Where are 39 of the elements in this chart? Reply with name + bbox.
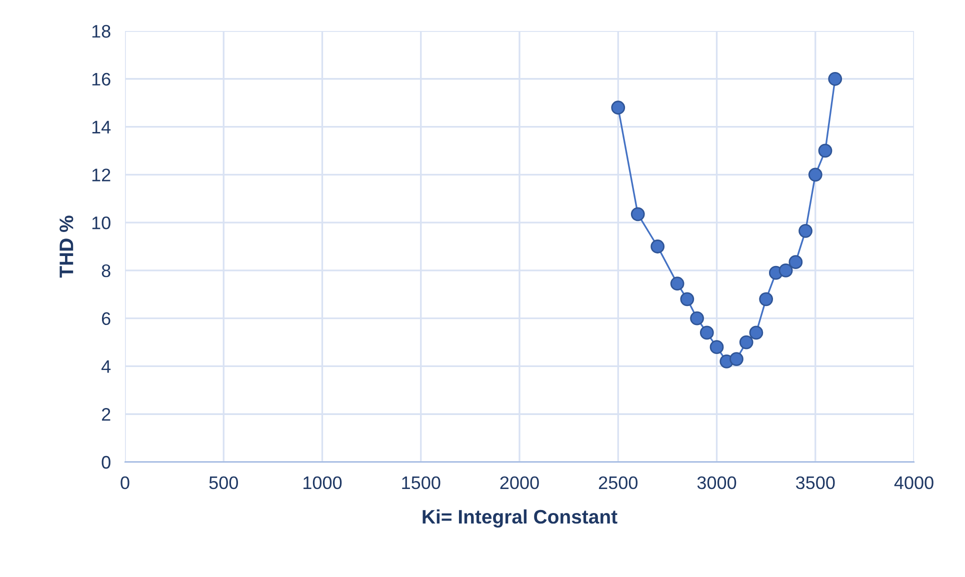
point [611,100,626,115]
point [798,224,812,238]
x-tick-label: 3500 [796,476,835,490]
y-tick-label: 12 [92,168,110,182]
point [828,72,842,86]
point [650,240,665,254]
x-tick-label: 0 [120,476,130,490]
y-axis-title: THD % [60,216,74,278]
point [680,292,694,306]
y-tick-label: 10 [92,216,110,230]
point [808,168,822,182]
y-tick-label: 4 [101,360,111,373]
point [778,264,793,278]
point [700,326,714,340]
x-tick-label: 2500 [598,476,638,490]
point [710,340,724,354]
point [788,255,803,270]
y-tick-label: 8 [102,264,110,278]
point [690,311,704,326]
x-tick-label: 500 [209,476,238,490]
point [759,292,774,306]
point [749,326,764,340]
point [818,144,832,158]
point [730,352,744,366]
x-axis-title: Ki= Integral Constant [422,509,618,528]
y-tick-label: 2 [102,408,110,421]
y-tick-label: 6 [102,312,110,326]
x-tick-label: 3000 [697,476,736,490]
point [739,335,754,350]
point [630,207,645,222]
x-tick-label: 4000 [894,476,934,490]
x-tick-label: 1500 [402,476,440,490]
y-tick-label: 18 [92,24,110,38]
x-tick-label: 2000 [500,476,539,490]
y-tick-label: 16 [92,72,110,86]
y-tick-label: 14 [92,120,111,134]
x-tick-label: 1000 [304,476,342,490]
y-tick-label: 0 [102,456,110,469]
point [670,276,684,291]
